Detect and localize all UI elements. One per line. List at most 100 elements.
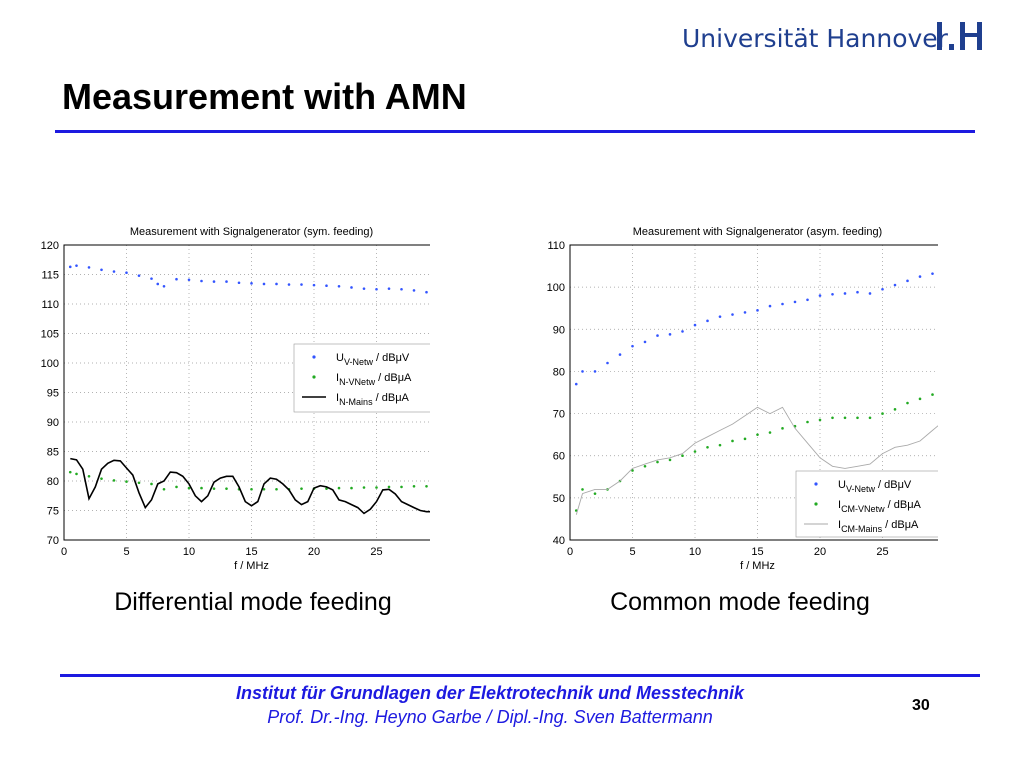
x-tick-label: 20 bbox=[814, 546, 826, 558]
series-point-1 bbox=[818, 418, 822, 422]
y-tick-label: 80 bbox=[47, 476, 59, 488]
series-point-1 bbox=[275, 487, 278, 491]
legend-label-2: IN-Mains / dBμA bbox=[336, 392, 410, 407]
series-point-0 bbox=[718, 315, 722, 318]
series-point-1 bbox=[581, 488, 584, 491]
series-point-0 bbox=[375, 287, 378, 291]
series-point-1 bbox=[387, 485, 391, 489]
series-point-0 bbox=[262, 282, 266, 286]
series-point-1 bbox=[262, 487, 266, 491]
x-tick-label: 5 bbox=[629, 546, 635, 558]
legend-label-0: UV-Netw / dBμV bbox=[336, 352, 410, 367]
series-point-1 bbox=[87, 474, 91, 478]
series-point-0 bbox=[350, 286, 353, 289]
series-point-0 bbox=[212, 280, 216, 283]
series-line-2 bbox=[70, 457, 430, 515]
series-point-0 bbox=[156, 282, 160, 286]
legend-swatch-0 bbox=[312, 355, 316, 359]
series-point-0 bbox=[781, 302, 784, 306]
series-point-0 bbox=[87, 266, 91, 269]
series-point-0 bbox=[731, 313, 734, 316]
series-point-1 bbox=[768, 431, 772, 434]
series-point-0 bbox=[125, 271, 128, 275]
chart-title: Measurement with Signalgenerator (sym. f… bbox=[130, 226, 373, 238]
x-tick-label: 15 bbox=[751, 546, 763, 558]
series-point-0 bbox=[893, 283, 897, 287]
series-point-0 bbox=[843, 292, 847, 295]
series-point-0 bbox=[756, 309, 759, 312]
y-tick-label: 120 bbox=[41, 240, 59, 252]
series-point-0 bbox=[187, 278, 191, 282]
y-tick-label: 85 bbox=[47, 447, 59, 459]
series-point-1 bbox=[425, 485, 428, 488]
series-point-0 bbox=[68, 265, 72, 269]
series-point-1 bbox=[756, 433, 759, 436]
x-tick-label: 25 bbox=[876, 546, 888, 558]
series-point-1 bbox=[706, 445, 709, 449]
page-number: 30 bbox=[912, 697, 930, 714]
series-point-1 bbox=[162, 487, 166, 491]
series-point-0 bbox=[574, 382, 578, 386]
series-point-0 bbox=[931, 272, 934, 275]
x-tick-label: 5 bbox=[123, 546, 129, 558]
legend-label-1: ICM-VNetw / dBμA bbox=[838, 499, 922, 514]
legend-box bbox=[795, 470, 938, 538]
chart-sym-feeding: Measurement with Signalgenerator (sym. f… bbox=[41, 226, 430, 572]
legend-label-1: IN-VNetw / dBμA bbox=[336, 372, 412, 387]
series-point-1 bbox=[931, 393, 934, 396]
series-point-1 bbox=[68, 470, 72, 474]
series-point-0 bbox=[668, 333, 672, 336]
series-point-0 bbox=[387, 287, 391, 290]
series-point-0 bbox=[75, 264, 78, 267]
series-point-0 bbox=[856, 290, 859, 294]
series-point-0 bbox=[681, 330, 684, 333]
series-point-1 bbox=[718, 443, 722, 447]
x-tick-label: 20 bbox=[308, 546, 320, 558]
series-point-0 bbox=[868, 292, 872, 295]
footer-divider bbox=[60, 674, 980, 677]
series-point-0 bbox=[425, 290, 428, 294]
series-point-1 bbox=[868, 416, 872, 420]
series-point-0 bbox=[412, 289, 416, 292]
caption-left: Differential mode feeding bbox=[114, 588, 392, 616]
y-tick-label: 60 bbox=[553, 451, 565, 463]
series-point-0 bbox=[312, 283, 316, 287]
series-point-1 bbox=[212, 487, 216, 490]
series-point-0 bbox=[606, 361, 609, 365]
x-tick-label: 10 bbox=[689, 546, 701, 558]
series-point-1 bbox=[806, 420, 809, 424]
caption-right: Common mode feeding bbox=[610, 588, 870, 616]
series-point-0 bbox=[275, 282, 278, 286]
series-point-1 bbox=[731, 439, 734, 443]
series-point-0 bbox=[906, 279, 909, 283]
y-tick-label: 75 bbox=[47, 506, 59, 518]
y-tick-label: 100 bbox=[547, 282, 565, 294]
series-point-1 bbox=[412, 485, 416, 488]
series-point-0 bbox=[150, 277, 153, 280]
series-point-1 bbox=[693, 450, 697, 453]
series-point-0 bbox=[287, 283, 291, 286]
series-point-0 bbox=[768, 304, 772, 308]
series-point-1 bbox=[100, 477, 103, 480]
y-tick-label: 70 bbox=[47, 535, 59, 547]
series-point-0 bbox=[706, 319, 709, 323]
series-point-0 bbox=[693, 323, 697, 327]
plot-frame bbox=[569, 244, 938, 541]
plot-frame bbox=[63, 244, 430, 541]
x-tick-label: 15 bbox=[245, 546, 257, 558]
series-point-0 bbox=[175, 277, 178, 281]
series-point-1 bbox=[125, 480, 128, 483]
series-point-1 bbox=[743, 437, 747, 441]
series-point-1 bbox=[843, 416, 847, 420]
institute-logo bbox=[937, 22, 982, 50]
y-tick-label: 80 bbox=[553, 366, 565, 378]
x-axis-label: f / MHz bbox=[740, 560, 775, 572]
y-tick-label: 40 bbox=[553, 535, 565, 547]
series-point-0 bbox=[162, 285, 166, 288]
legend-label-0: UV-Netw / dBμV bbox=[838, 479, 912, 494]
series-point-1 bbox=[643, 464, 647, 468]
series-point-0 bbox=[337, 285, 341, 288]
y-tick-label: 90 bbox=[47, 417, 59, 429]
y-tick-label: 100 bbox=[41, 358, 59, 370]
series-point-0 bbox=[743, 311, 747, 314]
